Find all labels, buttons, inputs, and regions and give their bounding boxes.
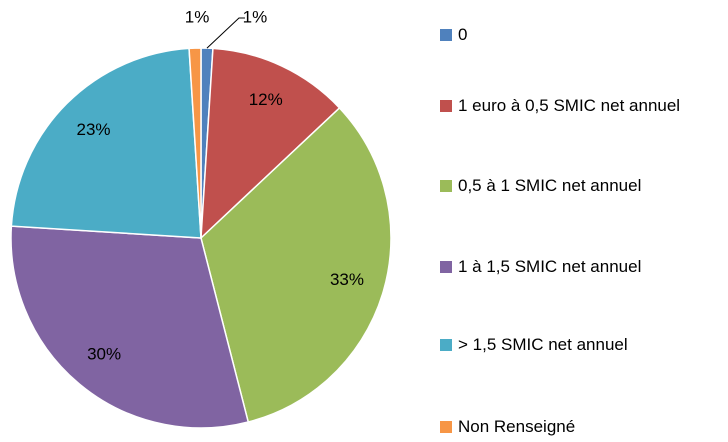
legend-item: 1 à 1,5 SMIC net annuel (440, 254, 725, 280)
legend-item: Non Renseigné (440, 414, 725, 440)
legend-item: > 1,5 SMIC net annuel (440, 332, 725, 358)
legend-swatch (440, 29, 452, 41)
legend-label: > 1,5 SMIC net annuel (458, 335, 628, 354)
legend-label: 1 à 1,5 SMIC net annuel (458, 257, 642, 276)
legend-swatch (440, 339, 452, 351)
legend-item: 1 euro à 0,5 SMIC net annuel (440, 93, 725, 119)
legend-swatch (440, 180, 452, 192)
legend-swatch (440, 100, 452, 112)
pie-slice (200, 47, 341, 240)
legend-swatch (440, 261, 452, 273)
pie-slice (10, 47, 202, 239)
legend-label: 0,5 à 1 SMIC net annuel (458, 176, 642, 195)
legend-item: 0 (440, 22, 725, 48)
pie-slice (188, 47, 202, 239)
data-label: 33% (330, 270, 364, 289)
data-label: 23% (77, 120, 111, 139)
legend-swatch (440, 421, 452, 433)
chart: 1% 12% 33% 30% 23% 1% (10, 7, 392, 429)
data-label: 1% (185, 7, 210, 26)
data-label: 12% (249, 90, 283, 109)
legend-label: Non Renseigné (458, 417, 576, 436)
leader-line (206, 17, 245, 49)
legend-label: 0 (458, 25, 468, 44)
legend-label: 1 euro à 0,5 SMIC net annuel (458, 96, 681, 115)
data-label: 30% (87, 345, 121, 364)
pie-slice (200, 106, 392, 423)
pie-slice (10, 225, 250, 429)
data-label: 1% (243, 7, 268, 26)
legend-item: 0,5 à 1 SMIC net annuel (440, 173, 725, 199)
